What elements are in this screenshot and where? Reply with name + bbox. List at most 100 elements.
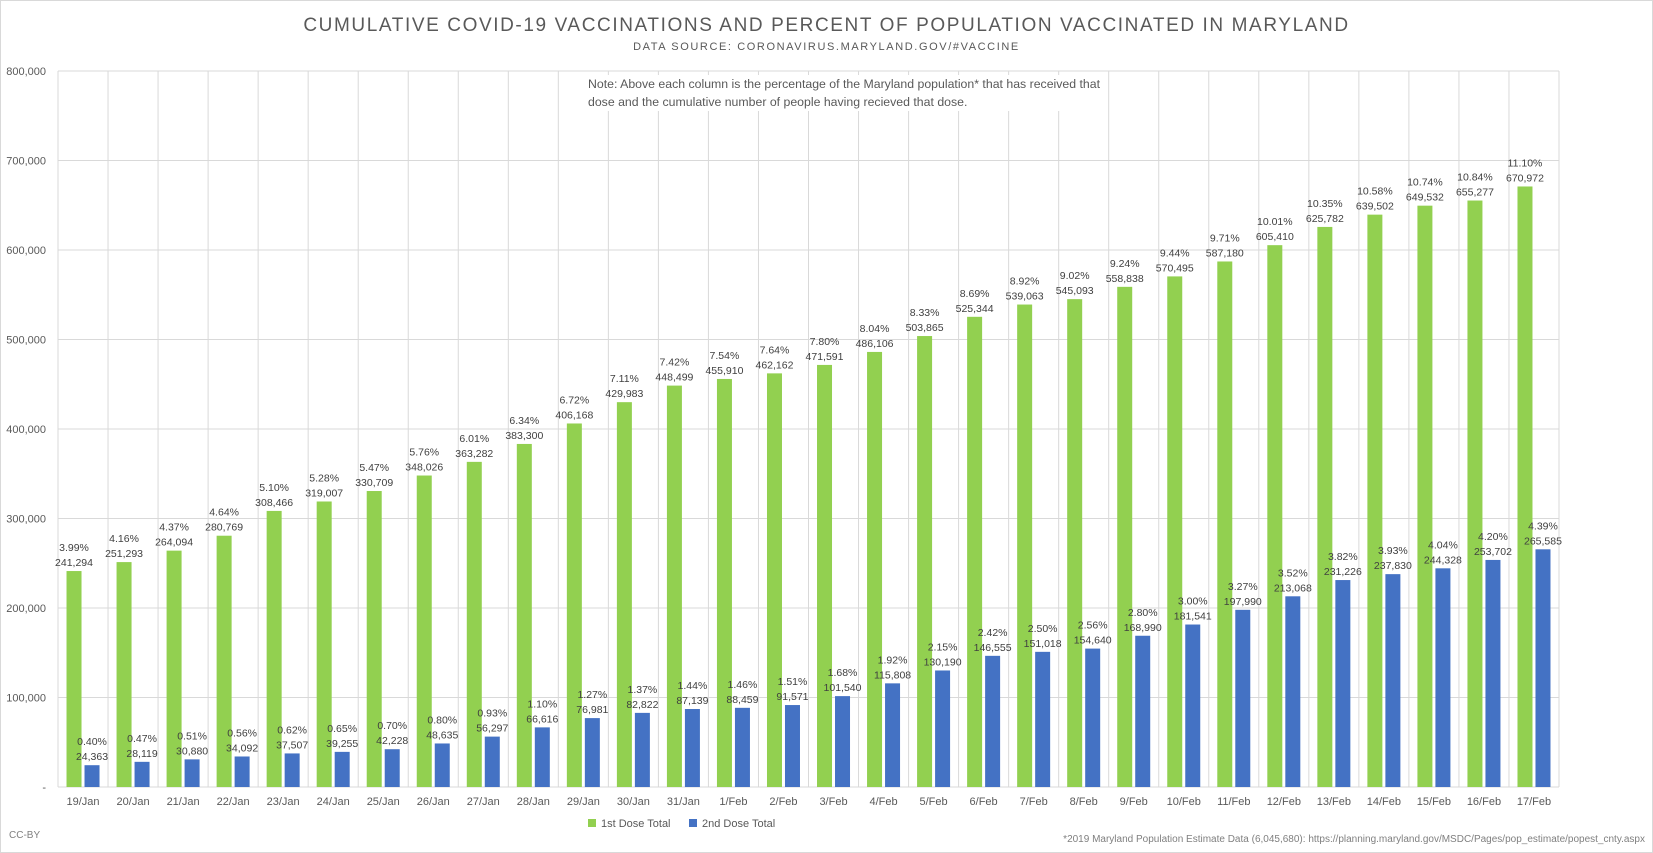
data-label-1st-dose-percent: 7.54% <box>710 350 740 362</box>
bar-1st-dose <box>466 461 482 787</box>
bar-1st-dose <box>116 562 132 787</box>
x-tick-label: 16/Feb <box>1467 796 1501 808</box>
bar-1st-dose <box>266 510 282 787</box>
data-label-1st-dose-percent: 7.80% <box>810 336 840 348</box>
bar-2nd-dose <box>234 756 250 787</box>
data-label-2nd-dose-percent: 1.37% <box>627 684 657 696</box>
data-label-1st-dose-percent: 4.37% <box>159 522 189 534</box>
bar-1st-dose <box>1417 205 1433 788</box>
bar-2nd-dose <box>1235 609 1251 787</box>
data-label-1st-dose-value: 363,282 <box>455 448 493 460</box>
bar-2nd-dose <box>1085 648 1101 787</box>
data-label-1st-dose-percent: 6.72% <box>559 394 589 406</box>
data-label-2nd-dose-value: 168,990 <box>1124 622 1162 634</box>
data-label-2nd-dose-percent: 0.51% <box>177 730 207 742</box>
data-label-1st-dose-value: 670,972 <box>1506 172 1544 184</box>
x-tick-label: 30/Jan <box>617 796 650 808</box>
data-label-2nd-dose-value: 91,571 <box>776 691 808 703</box>
x-tick-label: 22/Jan <box>217 796 250 808</box>
data-label-2nd-dose-percent: 0.62% <box>277 724 307 736</box>
bar-1st-dose <box>867 351 883 787</box>
x-tick-label: 19/Jan <box>67 796 100 808</box>
data-label-1st-dose-percent: 11.10% <box>1508 157 1543 169</box>
bar-2nd-dose <box>835 696 851 787</box>
bar-2nd-dose <box>334 751 350 787</box>
data-label-1st-dose-percent: 9.44% <box>1160 247 1190 259</box>
data-label-2nd-dose-value: 39,255 <box>326 738 358 750</box>
data-label-2nd-dose-percent: 2.15% <box>928 641 958 653</box>
x-tick-label: 29/Jan <box>567 796 600 808</box>
data-label-2nd-dose-value: 244,328 <box>1424 554 1462 566</box>
bar-1st-dose <box>1467 200 1483 787</box>
data-label-2nd-dose-value: 30,880 <box>176 745 208 757</box>
data-label-1st-dose-percent: 8.33% <box>910 307 940 319</box>
data-label-2nd-dose-percent: 0.40% <box>77 736 107 748</box>
data-label-2nd-dose-percent: 0.65% <box>327 723 357 735</box>
data-label-2nd-dose-value: 42,228 <box>376 735 408 747</box>
data-label-2nd-dose-value: 115,808 <box>874 669 911 681</box>
data-label-1st-dose-value: 649,532 <box>1406 192 1444 204</box>
data-label-1st-dose-value: 625,782 <box>1306 213 1344 225</box>
data-label-1st-dose-value: 455,910 <box>705 365 743 377</box>
x-tick-label: 15/Feb <box>1417 796 1451 808</box>
data-label-2nd-dose-value: 76,981 <box>576 704 608 716</box>
data-label-2nd-dose-percent: 0.47% <box>127 733 157 745</box>
bar-1st-dose <box>316 501 332 787</box>
x-tick-label: 17/Feb <box>1517 796 1551 808</box>
data-label-2nd-dose-value: 101,540 <box>824 682 862 694</box>
bar-2nd-dose <box>1385 574 1401 787</box>
bar-2nd-dose <box>484 736 500 787</box>
data-label-1st-dose-value: 406,168 <box>555 409 593 421</box>
x-tick-label: 9/Feb <box>1120 796 1148 808</box>
bar-1st-dose <box>666 385 682 787</box>
data-label-1st-dose-value: 587,180 <box>1206 247 1244 259</box>
chart-title: CUMULATIVE COVID-19 VACCINATIONS AND PER… <box>303 15 1350 36</box>
bar-1st-dose <box>216 535 232 787</box>
legend-swatch-1st-dose <box>588 819 596 827</box>
data-label-2nd-dose-value: 181,541 <box>1174 611 1212 623</box>
x-tick-label: 25/Jan <box>367 796 400 808</box>
data-label-1st-dose-value: 471,591 <box>806 351 844 363</box>
data-label-1st-dose-percent: 5.28% <box>309 472 339 484</box>
bar-2nd-dose <box>985 655 1001 787</box>
x-tick-label: 12/Feb <box>1267 796 1301 808</box>
data-label-1st-dose-percent: 4.16% <box>109 533 139 545</box>
data-label-2nd-dose-percent: 0.70% <box>377 720 407 732</box>
gridlines <box>57 70 1560 788</box>
data-label-2nd-dose-value: 154,640 <box>1074 635 1112 647</box>
data-label-2nd-dose-percent: 1.46% <box>728 679 758 691</box>
bar-2nd-dose <box>885 683 901 787</box>
y-tick-label: 200,000 <box>6 603 46 615</box>
data-label-2nd-dose-percent: 1.44% <box>678 680 708 692</box>
data-label-1st-dose-percent: 10.84% <box>1457 172 1493 184</box>
x-tick-label: 3/Feb <box>819 796 847 808</box>
bar-1st-dose <box>366 491 382 787</box>
legend: 1st Dose Total 2nd Dose Total <box>588 818 775 830</box>
bar-1st-dose <box>917 336 933 787</box>
data-label-1st-dose-value: 605,410 <box>1256 231 1294 243</box>
bar-1st-dose <box>1167 276 1183 787</box>
bars <box>66 186 1551 788</box>
data-label-1st-dose-percent: 8.92% <box>1010 276 1040 288</box>
data-label-2nd-dose-value: 87,139 <box>676 695 708 707</box>
x-tick-label: 27/Jan <box>467 796 500 808</box>
x-tick-label: 5/Feb <box>920 796 948 808</box>
data-label-1st-dose-value: 462,162 <box>755 359 793 371</box>
bar-2nd-dose <box>184 759 200 787</box>
data-label-1st-dose-value: 539,063 <box>1006 291 1044 303</box>
data-label-1st-dose-percent: 3.99% <box>59 542 89 554</box>
bar-2nd-dose <box>1135 635 1151 787</box>
data-label-1st-dose-percent: 8.04% <box>860 323 890 335</box>
data-label-2nd-dose-percent: 3.52% <box>1278 567 1308 579</box>
chart-subtitle: DATA SOURCE: CORONAVIRUS.MARYLAND.GOV/#V… <box>633 41 1020 53</box>
bar-2nd-dose <box>784 705 800 787</box>
x-tick-label: 23/Jan <box>267 796 300 808</box>
bar-1st-dose <box>66 571 82 787</box>
bar-1st-dose <box>1217 261 1233 788</box>
bar-2nd-dose <box>434 743 450 787</box>
data-label-2nd-dose-percent: 1.27% <box>577 689 607 701</box>
bar-2nd-dose <box>684 709 700 787</box>
x-tick-label: 14/Feb <box>1367 796 1401 808</box>
x-tick-label: 4/Feb <box>869 796 897 808</box>
x-tick-label: 20/Jan <box>117 796 150 808</box>
